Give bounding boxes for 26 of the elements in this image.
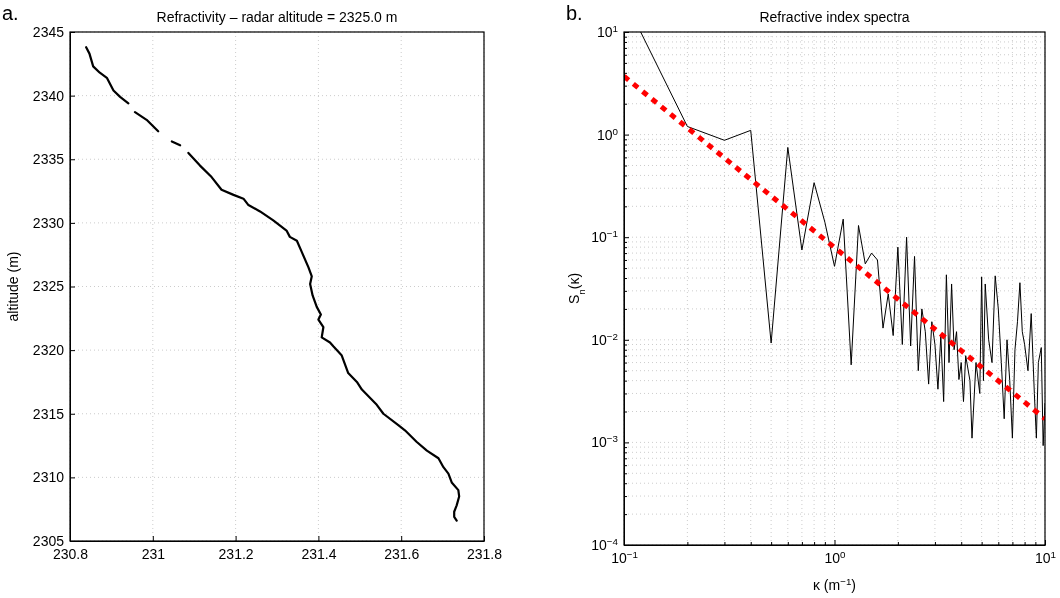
x-tick-label: 231.2 [218, 545, 254, 562]
y-tick-label: 10$^{−3}$ [591, 432, 619, 451]
x-tick-label: 231.6 [384, 545, 420, 562]
x-tick-label: 10$^{1}$ [1034, 548, 1057, 566]
y-tick-label: 2315 [32, 405, 65, 422]
y-tick-label: 2330 [32, 214, 65, 231]
chart-title: Refractive index spectra [759, 9, 910, 25]
y-tick-label: 2310 [32, 469, 65, 486]
y-tick-label: 10$^{1}$ [596, 22, 618, 40]
x-tick-label: 231 [141, 545, 166, 562]
y-tick-label: 10$^{−2}$ [591, 330, 618, 348]
chart-title: Refractivity – radar altitude = 2325.0 m [156, 9, 398, 25]
y-tick-label: 2340 [32, 87, 65, 104]
y-tick-label: 2325 [32, 278, 65, 295]
y-tick-label: 2335 [32, 151, 65, 168]
x-tick-label: 10$^{0}$ [824, 548, 847, 566]
y-tick-label: 2345 [32, 23, 65, 40]
x-tick-label: 231.8 [466, 545, 503, 562]
y-axis-title: altitude (m) [5, 251, 21, 322]
y-tick-label: 10$^{−1}$ [591, 227, 618, 246]
text: a. [2, 2, 19, 24]
y-tick-label: 10$^{0}$ [596, 125, 619, 143]
text: b. [566, 2, 583, 24]
y-tick-label: 2320 [32, 342, 65, 359]
x-axis-title: κ (m$^{−1}$) [812, 575, 857, 593]
x-tick-label: 231.4 [301, 545, 337, 562]
